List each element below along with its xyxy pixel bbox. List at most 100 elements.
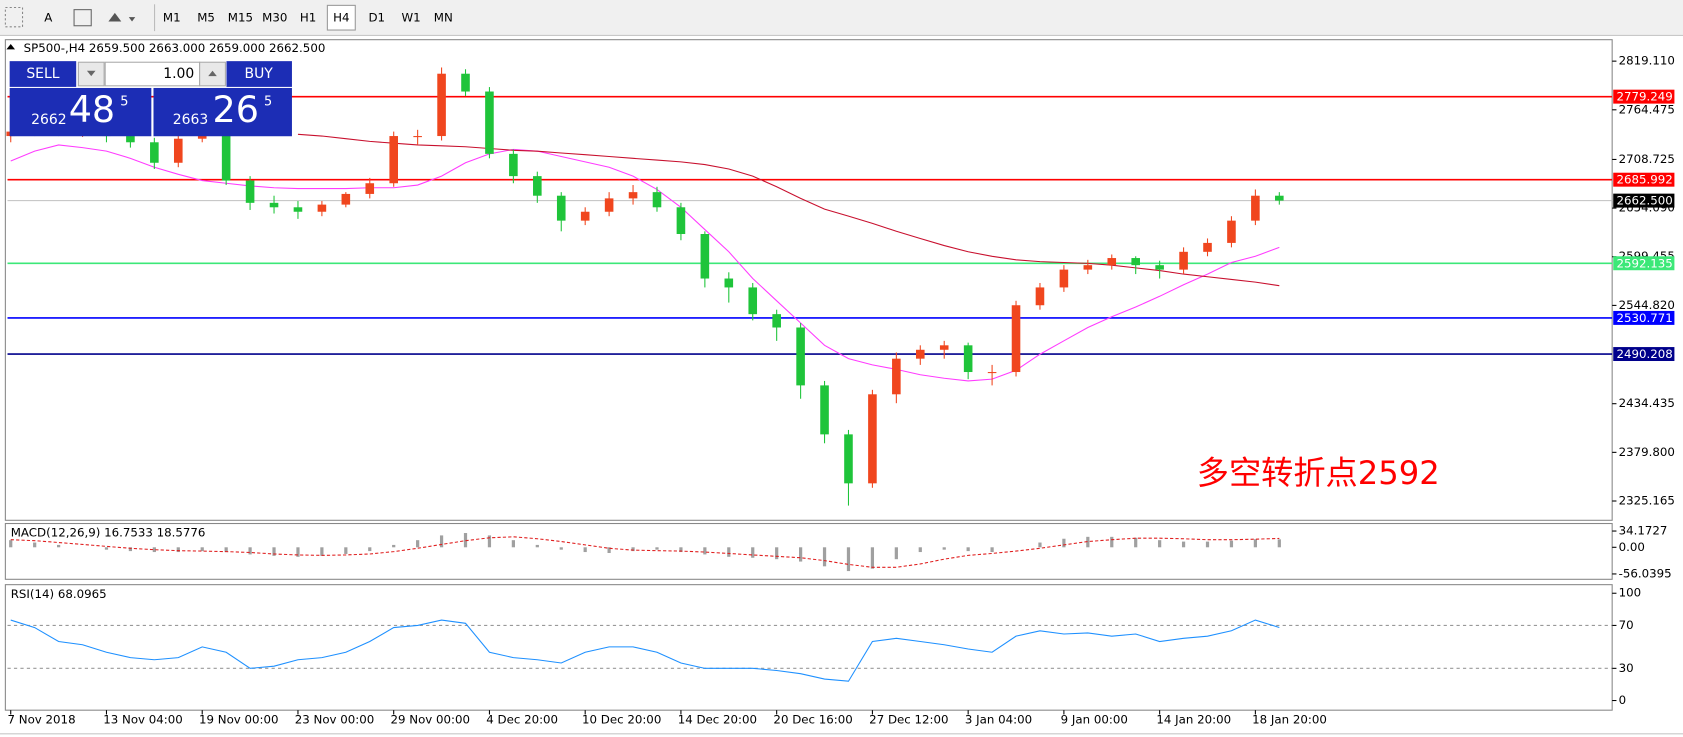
period-button[interactable]: M30 (262, 11, 287, 25)
candle-body (796, 327, 805, 386)
candle-body (939, 345, 949, 350)
y-tick-label: 2708.725 (1619, 152, 1675, 166)
y-tick-label: 70 (1619, 618, 1634, 632)
x-tick-label: 18 Jan 20:00 (1252, 712, 1327, 726)
candle-body (1059, 269, 1069, 288)
y-tick-label: 0.00 (1619, 540, 1645, 554)
active-period (326, 4, 356, 31)
sell-price-big: 2662 (31, 112, 66, 128)
candle-body (173, 138, 183, 163)
chart-title: SP500-,H4 2659.500 2663.000 2659.000 266… (24, 41, 326, 55)
level-label-box (1613, 172, 1675, 187)
down-arrow (86, 70, 96, 77)
candle-body (341, 193, 351, 205)
candle-body (269, 202, 279, 208)
period-button[interactable]: M15 (228, 11, 253, 25)
shapes-tool[interactable] (108, 12, 136, 22)
level-label: 2779.249 (1616, 90, 1672, 104)
period-button[interactable]: H1 (300, 11, 316, 25)
candle-body (485, 91, 494, 154)
level-label: 2592.135 (1616, 256, 1672, 270)
sell-point: 5 (120, 94, 128, 109)
buy-button[interactable] (226, 61, 292, 87)
period-bar: M1 M5 M15 M30 H1 H4 D1 W1 MN (163, 4, 453, 31)
y-tick-label: 2819.110 (1619, 54, 1675, 68)
level-label-box (1613, 89, 1675, 104)
period-button[interactable]: W1 (402, 11, 421, 25)
moving-average (297, 133, 1280, 287)
candle-body (413, 136, 422, 138)
candle-body (604, 198, 614, 212)
candle-body (1107, 258, 1117, 266)
period-button[interactable]: D1 (368, 11, 385, 25)
candle-body (1179, 251, 1188, 270)
candle-body (126, 136, 135, 143)
candle-body (724, 278, 734, 288)
candle-body (700, 234, 710, 279)
candle-body (533, 176, 542, 196)
candle-body (317, 204, 327, 212)
candle-body (628, 192, 638, 199)
macd-signal (10, 536, 1280, 568)
level-label: 2662.500 (1616, 194, 1672, 208)
candle-body (676, 207, 686, 235)
buy-label[interactable]: BUY (245, 66, 274, 82)
candle-body (1275, 195, 1284, 201)
period-button[interactable]: MN (434, 11, 453, 25)
candle-body (844, 434, 853, 484)
level-label: 2530.771 (1616, 311, 1672, 325)
header-arrow (6, 43, 16, 50)
y-tick-label: 34.1727 (1619, 524, 1668, 538)
x-tick-label: 9 Jan 00:00 (1061, 712, 1128, 726)
trade-panel: SELL 1.00 BUY 2662 48 5 2663 26 5 (9, 61, 292, 137)
candle-body (1035, 287, 1045, 306)
y-tick-label: 0 (1619, 693, 1627, 707)
x-tick-label: 29 Nov 00:00 (390, 712, 470, 726)
candle-body (150, 142, 159, 163)
level-label: 2685.992 (1616, 173, 1672, 187)
sell-button[interactable] (9, 61, 77, 87)
y-tick-label: -56.0395 (1619, 566, 1672, 580)
candle-body (461, 73, 470, 92)
y-tick-label: 2764.475 (1619, 102, 1675, 116)
plot: 2819.1102764.4752708.7252654.0902599.455… (6, 54, 1675, 726)
level-label-box (1613, 193, 1675, 208)
annotation: 多空转折点2592 (1197, 454, 1440, 492)
label-tool[interactable] (73, 9, 92, 27)
x-tick-label: 3 Jan 04:00 (965, 712, 1032, 726)
x-tick-label: 19 Nov 00:00 (199, 712, 279, 726)
candle-body (1227, 220, 1236, 243)
buy-point: 5 (264, 94, 272, 109)
level-label: 2490.208 (1616, 347, 1672, 361)
sell-price-box[interactable] (9, 87, 152, 137)
x-tick-label: 4 Dec 20:00 (486, 712, 558, 726)
candle-body (892, 358, 901, 395)
candle-body (652, 192, 662, 208)
period-button[interactable]: H4 (333, 11, 349, 25)
candle-body (987, 372, 997, 374)
y-tick-label: 30 (1619, 661, 1634, 675)
candle-body (868, 394, 877, 484)
moving-average (10, 144, 1280, 382)
candle-body (293, 207, 303, 212)
buy-price-box[interactable] (153, 87, 292, 137)
candle-body (365, 183, 375, 194)
x-tick-label: 27 Dec 12:00 (869, 712, 948, 726)
x-tick-label: 14 Dec 20:00 (678, 712, 757, 726)
period-button[interactable]: M5 (197, 11, 215, 25)
candle-body (820, 385, 829, 435)
macd-panel (4, 522, 1613, 580)
candle-body (580, 211, 590, 221)
text-tool[interactable]: A (44, 11, 52, 25)
buy-price-big: 2663 (173, 112, 208, 128)
x-tick-label: 14 Jan 20:00 (1156, 712, 1231, 726)
crosshair-tool[interactable] (4, 6, 24, 28)
period-button[interactable]: M1 (163, 11, 181, 25)
sell-label[interactable]: SELL (26, 66, 59, 82)
y-tick-label: 2379.800 (1619, 445, 1675, 459)
candle-body (509, 153, 518, 177)
x-tick-label: 13 Nov 04:00 (103, 712, 183, 726)
candle-body (1203, 242, 1212, 252)
volume[interactable]: 1.00 (163, 66, 194, 82)
level-label-box (1613, 256, 1675, 271)
